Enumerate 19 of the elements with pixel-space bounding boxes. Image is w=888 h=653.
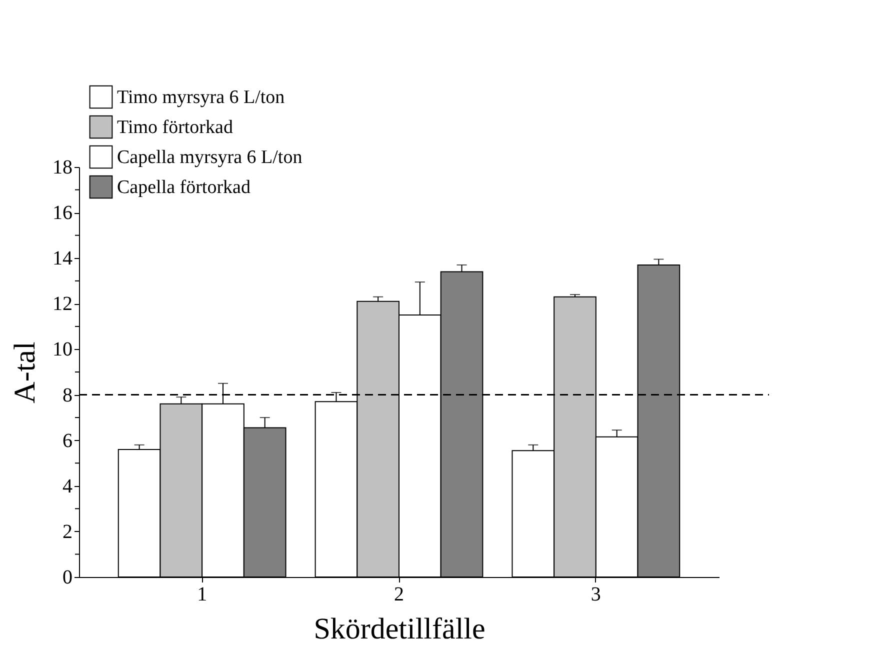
y-axis-title: A-tal <box>8 342 42 404</box>
x-tick-label: 2 <box>394 584 404 606</box>
y-tick-label: 18 <box>52 156 72 178</box>
y-tick-label: 4 <box>62 475 72 498</box>
y-tick-label: 14 <box>52 248 72 270</box>
legend-label: Capella förtorkad <box>117 177 251 198</box>
y-tick-label: 2 <box>62 520 72 543</box>
x-axis-title: Skördetillfälle <box>314 612 486 646</box>
x-tick-label: 1 <box>197 584 208 606</box>
y-tick-label: 10 <box>52 338 72 361</box>
y-tick-label: 16 <box>52 202 72 224</box>
legend-label: Timo förtorkad <box>117 117 234 138</box>
legend-label: Capella myrsyra 6 L/ton <box>117 147 303 168</box>
x-tick-label: 3 <box>590 584 601 606</box>
y-tick-label: 6 <box>62 430 72 452</box>
y-tick-label: 8 <box>62 384 72 406</box>
y-tick-label: 12 <box>52 293 72 316</box>
legend-label: Timo myrsyra 6 L/ton <box>117 87 286 108</box>
y-tick-label: 0 <box>62 566 72 588</box>
